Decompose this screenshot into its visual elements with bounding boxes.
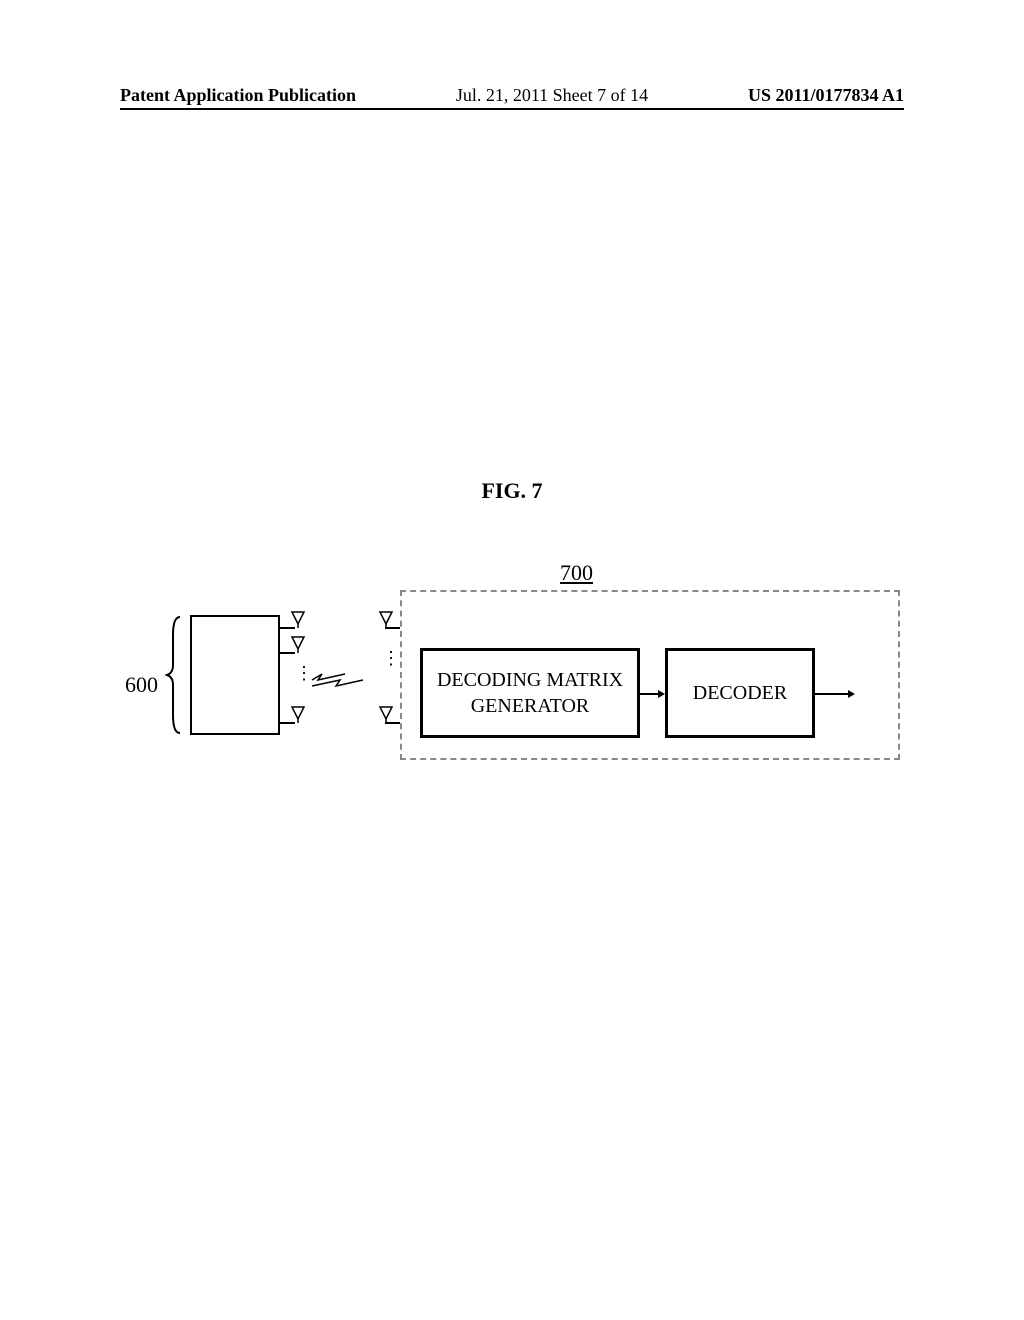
arrow-icon [815, 688, 855, 700]
figure-label: FIG. 7 [481, 478, 542, 504]
diagram: 700 600 710 720 ⋮ ⋮ [130, 560, 900, 780]
antenna-icon [378, 610, 394, 628]
header-left: Patent Application Publication [120, 85, 356, 106]
block-label-line1: DECODING MATRIX [437, 667, 623, 693]
antenna-icon [290, 635, 306, 653]
decoding-matrix-generator-block: DECODING MATRIX GENERATOR [420, 648, 640, 738]
header-center: Jul. 21, 2011 Sheet 7 of 14 [456, 85, 648, 106]
header-divider [120, 108, 904, 110]
antenna-icon [378, 705, 394, 723]
brace-icon [165, 615, 185, 735]
arrow-icon [640, 688, 665, 700]
block-label: DECODER [693, 682, 787, 705]
block-label-line2: GENERATOR [471, 693, 590, 719]
transmitter-box [190, 615, 280, 735]
vdots-rx: ⋮ [382, 655, 400, 661]
header-right: US 2011/0177834 A1 [748, 85, 904, 106]
ref-600: 600 [125, 672, 158, 698]
ref-700: 700 [560, 560, 593, 586]
wireless-icon [310, 670, 365, 690]
page-header: Patent Application Publication Jul. 21, … [0, 85, 1024, 106]
antenna-icon [290, 610, 306, 628]
decoder-block: DECODER [665, 648, 815, 738]
antenna-icon [290, 705, 306, 723]
